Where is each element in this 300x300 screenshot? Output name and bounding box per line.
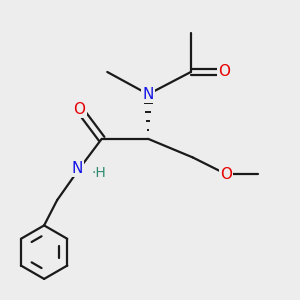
Text: O: O: [74, 102, 86, 117]
Text: N: N: [142, 87, 154, 102]
Text: O: O: [220, 167, 232, 182]
Text: ·H: ·H: [92, 166, 106, 180]
Text: O: O: [218, 64, 230, 80]
Text: N: N: [72, 161, 83, 176]
